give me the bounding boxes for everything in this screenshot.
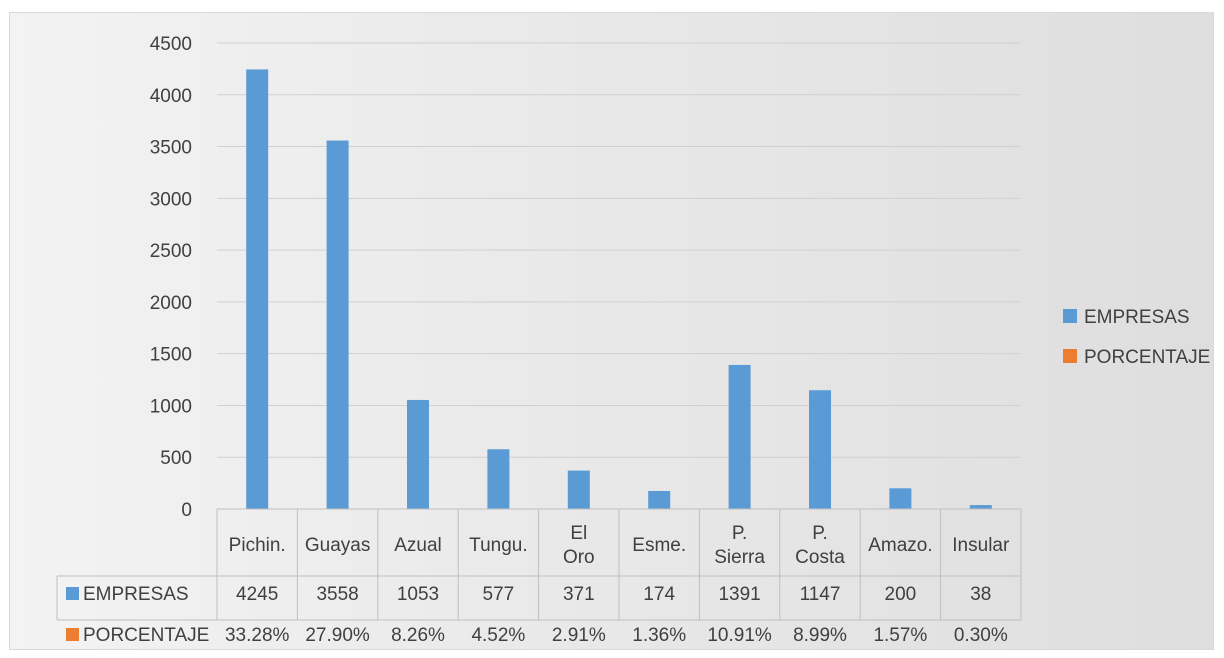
x-category-label: Guayas [305, 535, 370, 556]
data-label: 27.90% [305, 625, 370, 646]
data-label: 8.99% [793, 625, 847, 646]
data-label: 10.91% [707, 625, 772, 646]
legend-key [66, 587, 79, 600]
legend-key [66, 628, 79, 641]
data-label: 2.91% [552, 625, 606, 646]
y-tick-label: 1500 [150, 345, 192, 366]
data-label: 1.57% [873, 625, 927, 646]
y-tick-label: 3500 [150, 138, 192, 159]
data-label: 4245 [236, 584, 278, 605]
x-category-label: P. Costa [795, 523, 845, 568]
bar [969, 505, 992, 509]
bar [246, 69, 269, 509]
bar [407, 399, 429, 509]
data-label: 3558 [316, 584, 358, 605]
data-label: 33.28% [225, 625, 290, 646]
data-label: 174 [643, 584, 675, 605]
y-tick-label: 2500 [150, 241, 192, 262]
chart-area [9, 12, 1214, 650]
bar [567, 470, 590, 509]
y-tick-label: 2000 [150, 293, 192, 314]
bar [728, 364, 751, 509]
data-label: 1.36% [632, 625, 686, 646]
data-label: 200 [885, 584, 917, 605]
data-label: 1053 [397, 584, 439, 605]
x-category-label: Esme. [632, 535, 686, 556]
legend-swatch [1063, 309, 1077, 323]
data-label: 38 [970, 584, 991, 605]
y-tick-label: 4000 [150, 86, 192, 107]
y-tick-label: 4500 [150, 34, 192, 55]
x-category-label: P. Sierra [714, 523, 765, 568]
data-label: 4.52% [471, 625, 525, 646]
bar [648, 490, 671, 509]
x-category-label: Azual [394, 535, 442, 556]
data-label: 1147 [800, 584, 841, 605]
y-tick-label: 3000 [150, 189, 192, 210]
series-name: PORCENTAJE [83, 625, 209, 646]
data-label: 0.30% [954, 625, 1008, 646]
x-category-label: El Oro [563, 523, 595, 568]
x-category-label: Pichin. [229, 535, 286, 556]
x-category-label: Amazo. [868, 535, 932, 556]
series-name: EMPRESAS [83, 584, 189, 605]
legend-swatch [1063, 349, 1077, 363]
data-label: 371 [563, 584, 595, 605]
bar [889, 488, 912, 509]
bar [487, 449, 510, 509]
bar [809, 390, 831, 509]
y-tick-label: 500 [160, 448, 192, 469]
x-category-label: Insular [952, 535, 1010, 556]
legend-label: EMPRESAS [1084, 307, 1190, 328]
y-tick-label: 1000 [150, 396, 192, 417]
bar [326, 140, 349, 510]
x-category-label: Tungu. [469, 535, 527, 556]
legend-label: PORCENTAJE [1084, 347, 1210, 368]
y-tick-label: 0 [181, 500, 192, 521]
data-label: 577 [483, 584, 515, 605]
data-label: 8.26% [391, 625, 445, 646]
data-label: 1391 [718, 584, 760, 605]
